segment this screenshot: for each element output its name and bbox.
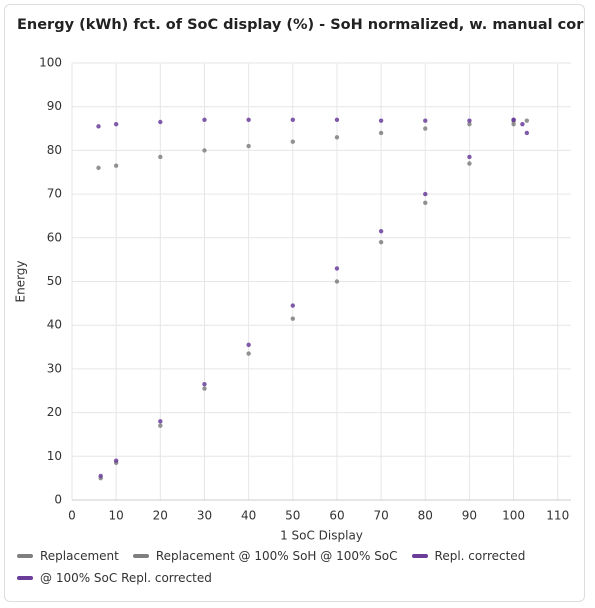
y-tick-label: 70 — [47, 187, 62, 201]
data-point — [202, 148, 207, 153]
legend-label: Repl. corrected — [434, 549, 526, 563]
data-point — [378, 239, 384, 245]
data-point — [202, 381, 207, 387]
x-tick-label: 30 — [197, 509, 212, 523]
x-tick-label: 60 — [329, 509, 344, 523]
data-point — [520, 121, 525, 127]
data-point — [98, 473, 103, 479]
data-point — [246, 143, 251, 149]
data-point — [467, 121, 472, 127]
data-point — [334, 279, 340, 284]
data-point — [158, 119, 163, 125]
data-point — [524, 118, 530, 123]
x-tick-label: 50 — [285, 509, 300, 523]
data-point — [378, 118, 384, 123]
x-tick-label: 20 — [153, 509, 168, 523]
legend-swatch — [17, 554, 33, 558]
legend-swatch — [132, 554, 149, 558]
data-point — [158, 423, 163, 428]
data-point — [467, 161, 472, 166]
data-point — [423, 126, 428, 131]
y-tick-label: 40 — [47, 318, 62, 332]
x-tick-label: 0 — [68, 509, 76, 523]
x-tick-label: 90 — [462, 509, 477, 523]
y-tick-label: 30 — [47, 361, 62, 375]
x-tick-label: 110 — [546, 509, 569, 523]
data-point — [113, 458, 119, 463]
data-point — [467, 154, 472, 160]
data-point — [290, 139, 295, 144]
data-point — [290, 316, 295, 321]
data-point — [334, 117, 340, 123]
legend-label: @ 100% SoC Repl. corrected — [40, 571, 212, 585]
data-point — [524, 130, 530, 136]
y-tick-label: 80 — [47, 143, 62, 157]
legend-item[interactable]: Repl. corrected — [411, 549, 526, 563]
data-point — [290, 303, 295, 308]
legend-label: Replacement — [40, 549, 119, 563]
legend-item[interactable]: Replacement @ 100% SoH @ 100% SoC — [132, 549, 398, 563]
x-tick-label: 100 — [502, 509, 525, 523]
x-tick-label: 80 — [418, 509, 433, 523]
y-tick-label: 10 — [47, 449, 62, 463]
data-point — [96, 124, 101, 129]
legend: Replacement Replacement @ 100% SoH @ 100%… — [17, 549, 577, 585]
x-axis-label: 1 SoC Display — [280, 529, 363, 543]
data-point — [202, 117, 207, 123]
data-point — [378, 130, 384, 136]
data-point — [158, 419, 163, 424]
y-tick-label: 100 — [39, 56, 62, 70]
x-tick-label: 70 — [373, 509, 388, 523]
data-point — [423, 118, 428, 123]
y-tick-label: 50 — [47, 274, 62, 288]
y-tick-label: 90 — [47, 99, 62, 113]
chart: 0 10 20 30 40 50 60 70 80 90 100 0 10 20 30 40 50 60 70 80 9… — [14, 56, 571, 543]
y-axis-label: Energy — [14, 260, 28, 302]
data-point — [467, 118, 472, 123]
data-point — [334, 266, 340, 271]
legend-item[interactable]: Replacement — [17, 549, 119, 563]
data-point — [246, 351, 251, 356]
x-tick-label: 40 — [241, 509, 256, 523]
x-tick-label: 10 — [109, 509, 124, 523]
data-point — [511, 121, 516, 127]
y-tick-label: 60 — [47, 230, 62, 244]
data-point — [113, 163, 119, 168]
card: Energy (kWh) fct. of SoC display (%) - S… — [4, 4, 585, 602]
data-point — [113, 121, 119, 127]
chart-title: Energy (kWh) fct. of SoC display (%) - S… — [17, 17, 585, 33]
data-point — [246, 342, 251, 348]
data-point — [290, 117, 295, 123]
data-point — [423, 200, 428, 206]
y-tick-label: 20 — [47, 405, 62, 419]
data-point — [378, 229, 384, 234]
data-point — [334, 135, 340, 140]
legend-swatch — [411, 554, 428, 558]
y-tick-label: 0 — [54, 493, 62, 507]
data-point — [423, 191, 428, 197]
data-point — [96, 165, 101, 171]
legend-item[interactable]: @ 100% SoC Repl. corrected — [17, 571, 212, 585]
data-point — [202, 386, 207, 391]
data-point — [511, 117, 516, 123]
legend-label: Replacement @ 100% SoH @ 100% SoC — [155, 549, 398, 563]
legend-swatch — [17, 576, 33, 580]
data-point — [246, 117, 251, 123]
data-point — [158, 154, 163, 160]
